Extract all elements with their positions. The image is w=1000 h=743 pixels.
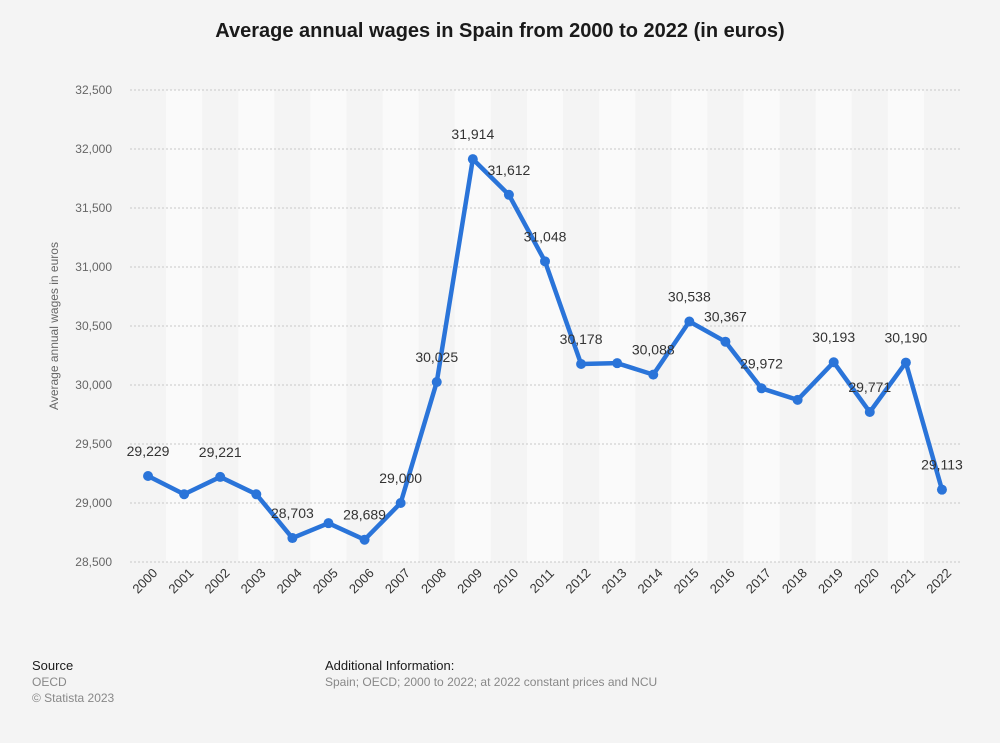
data-point [503,189,514,200]
x-tick-label: 2021 [887,565,918,596]
data-label: 29,229 [127,443,170,459]
x-tick-label: 2004 [274,565,305,596]
column-stripe [743,90,780,562]
data-point [359,534,370,545]
data-point [756,383,767,394]
y-tick-label: 29,000 [75,496,112,510]
column-stripe [310,90,347,562]
data-point [684,316,695,327]
x-tick-label: 2020 [851,565,882,596]
y-axis-title: Average annual wages in euros [47,242,61,410]
additional-info-text: Spain; OECD; 2000 to 2022; at 2022 const… [325,675,658,689]
x-tick-label: 2011 [527,566,557,596]
data-point [828,357,839,368]
data-label: 29,972 [740,355,783,371]
data-point [431,377,442,388]
additional-info-block: Additional Information: Spain; OECD; 200… [325,658,657,690]
x-tick-label: 2012 [562,565,593,596]
copyright: © Statista 2023 [32,691,115,705]
data-point [323,518,334,529]
data-point [215,471,226,482]
x-tick-label: 2017 [743,565,774,596]
column-stripe [238,90,275,562]
data-label: 30,190 [884,330,927,346]
x-tick-label: 2014 [635,565,666,596]
source-block: Source OECD © Statista 2023 [32,658,114,706]
data-label: 30,178 [560,331,603,347]
data-point [287,533,298,544]
y-tick-label: 30,500 [75,319,112,333]
x-tick-label: 2019 [815,565,846,596]
source-name: OECD [32,675,67,689]
data-label: 28,689 [343,507,386,523]
data-point [900,357,911,368]
data-label: 31,048 [524,228,567,244]
x-tick-label: 2010 [490,565,521,596]
data-point [792,394,803,405]
data-label: 29,000 [379,470,422,486]
y-tick-label: 29,500 [75,437,112,451]
x-tick-label: 2006 [346,565,377,596]
data-point [540,256,550,267]
x-tick-label: 2022 [923,565,954,596]
x-tick-label: 2005 [310,565,341,596]
y-tick-label: 30,000 [75,378,112,392]
column-stripe [526,90,564,562]
data-label: 29,113 [921,457,963,473]
data-point [143,470,154,481]
data-point [936,484,947,495]
x-tick-label: 2002 [202,565,233,596]
y-tick-label: 31,500 [75,201,112,215]
column-stripe [815,90,852,562]
data-label: 31,914 [451,126,494,142]
x-tick-label: 2015 [671,565,702,596]
column-stripe [166,90,203,562]
column-stripe [887,90,924,562]
data-point [576,358,587,369]
x-tick-label: 2018 [779,565,810,596]
x-tick-label: 2016 [707,565,738,596]
data-point [179,489,190,500]
data-point [395,498,406,508]
x-tick-label: 2007 [382,565,413,596]
x-tick-label: 2008 [418,565,449,596]
chart-title: Average annual wages in Spain from 2000 … [215,20,785,42]
y-tick-label: 28,500 [75,555,112,569]
data-label: 29,771 [848,379,891,395]
data-point [467,154,478,165]
data-label: 30,193 [812,329,855,345]
data-label: 30,538 [668,289,711,305]
data-point [251,489,262,500]
data-label: 28,703 [271,505,314,521]
data-label: 30,367 [704,309,747,325]
data-label: 31,612 [487,162,530,178]
data-point [864,407,875,418]
data-point [648,369,659,380]
x-tick-label: 2013 [598,565,629,596]
line-chart: 28,500 29,000 29,500 30,000 30,500 31,000 31,5… [47,83,963,596]
x-tick-label: 2001 [165,565,196,596]
x-tick-label: 2003 [238,565,269,596]
data-label: 29,221 [199,444,242,460]
data-label: 30,025 [415,349,458,365]
data-label: 30,088 [632,342,675,358]
column-stripe [599,90,636,562]
column-stripe [382,90,419,562]
data-point [612,358,623,369]
y-tick-label: 31,000 [75,260,112,274]
x-tick-label: 2009 [454,565,485,596]
y-tick-label: 32,000 [75,142,112,156]
x-tick-label: 2000 [129,565,160,596]
data-point [720,336,731,347]
additional-info-header: Additional Information: [325,658,455,673]
source-header: Source [32,658,74,673]
y-tick-label: 32,500 [75,83,112,97]
